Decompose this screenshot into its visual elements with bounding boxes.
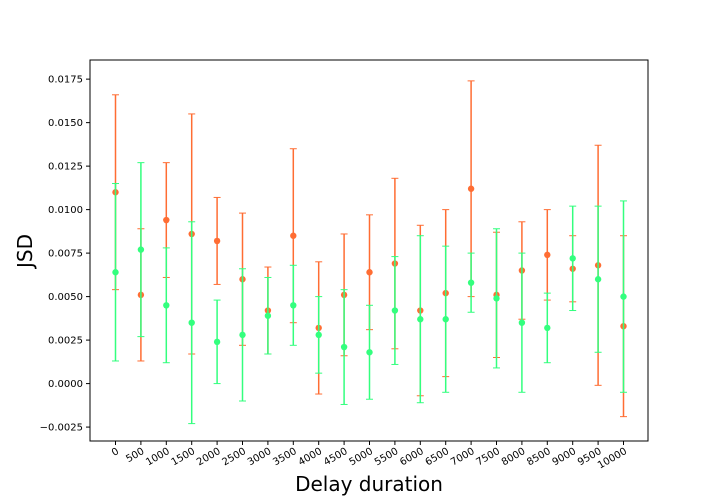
data-point	[188, 319, 195, 326]
y-tick-label: 0.0125	[48, 162, 83, 173]
x-tick-label: 6500	[424, 446, 452, 468]
data-point	[467, 185, 475, 192]
x-tick-label: 9000	[551, 446, 579, 468]
data-point	[544, 324, 551, 332]
x-tick-label: 1000	[144, 446, 172, 468]
x-tick-label: 4000	[297, 446, 325, 468]
data-point	[264, 312, 272, 319]
data-marks	[112, 80, 627, 425]
data-point	[417, 316, 424, 323]
x-tick-label: 2500	[220, 446, 248, 468]
data-point	[544, 251, 551, 259]
x-tick-label: 7500	[474, 446, 502, 468]
x-axis: 0 500100015002000250030003500400045005000…	[110, 441, 629, 472]
y-tick-label: 0.0150	[48, 118, 83, 129]
x-tick-label: 7000	[449, 446, 477, 468]
y-tick-label: 0.0000	[48, 379, 83, 390]
data-point	[493, 295, 500, 302]
x-tick-label: 8000	[500, 446, 528, 468]
data-point	[366, 349, 373, 356]
data-point	[518, 319, 526, 326]
data-point	[137, 246, 145, 253]
x-tick-label: 6000	[398, 446, 426, 468]
x-tick-label: 3500	[271, 446, 299, 468]
x-axis-title: Delay duration	[295, 472, 443, 496]
x-tick-label: 500	[124, 446, 146, 465]
data-point	[391, 307, 399, 314]
y-axis-title: JSD	[13, 234, 37, 270]
data-point	[620, 293, 627, 300]
x-tick-label: 10000	[596, 446, 629, 471]
data-point	[112, 269, 119, 276]
data-point	[290, 232, 297, 239]
x-tick-label: 1500	[170, 446, 198, 468]
data-point	[467, 279, 475, 286]
y-tick-label: 0.0175	[48, 75, 83, 86]
data-point	[163, 302, 170, 309]
data-point	[340, 343, 348, 351]
data-point	[366, 269, 373, 276]
data-point	[569, 255, 576, 262]
x-tick-label: 3000	[246, 446, 274, 468]
data-point	[163, 216, 170, 224]
y-tick-label: −0.0025	[40, 423, 83, 434]
y-tick-label: 0.0025	[48, 336, 83, 347]
x-tick-label: 0	[110, 446, 121, 459]
x-tick-label: 4500	[322, 446, 350, 468]
y-axis: −0.0025 0.0000 0.0025 0.0050 0.0075 0.0100 0.0…	[40, 75, 90, 434]
data-point	[213, 237, 221, 245]
y-tick-label: 0.0100	[48, 205, 83, 216]
y-tick-label: 0.0050	[48, 292, 83, 303]
data-point	[594, 276, 602, 283]
data-point	[315, 331, 322, 339]
x-tick-label: 2000	[195, 446, 223, 468]
x-tick-label: 5000	[347, 446, 375, 468]
x-tick-label: 8500	[525, 446, 553, 468]
series-2	[112, 162, 627, 425]
data-point	[290, 302, 297, 309]
x-tick-label: 5500	[373, 446, 401, 468]
data-point	[442, 316, 449, 323]
data-point	[239, 331, 246, 339]
y-tick-label: 0.0075	[48, 249, 83, 260]
data-point	[213, 338, 221, 346]
